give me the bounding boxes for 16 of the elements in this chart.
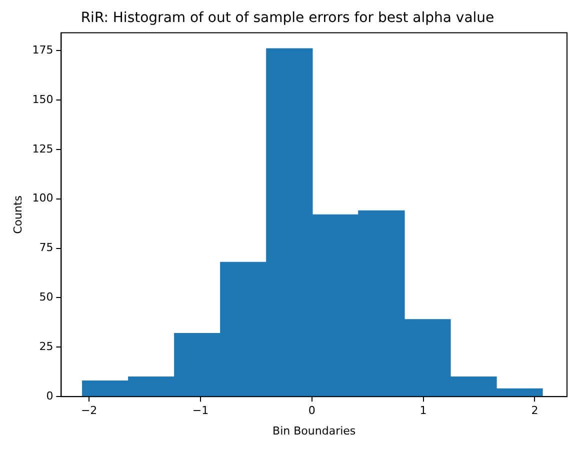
- x-axis-title: Bin Boundaries: [272, 424, 356, 438]
- x-tick-label: −2: [80, 404, 98, 418]
- y-tick-label: 125: [32, 142, 54, 156]
- chart-title: RiR: Histogram of out of sample errors for best alpha value: [80, 10, 494, 26]
- x-tick-label: −1: [192, 404, 209, 418]
- y-tick-label: 100: [32, 192, 54, 205]
- x-tick-label: 0: [308, 404, 316, 418]
- x-tick-label: 2: [531, 404, 538, 418]
- y-tick-label: 75: [39, 241, 54, 254]
- y-tick-label: 150: [32, 92, 54, 106]
- y-tick-label: 25: [39, 340, 54, 354]
- y-tick-label: 50: [39, 290, 54, 304]
- y-axis-title: Counts: [11, 195, 24, 234]
- x-tick-label: 1: [420, 404, 427, 418]
- y-tick-label: 0: [46, 389, 54, 402]
- y-tick-label: 175: [32, 43, 54, 56]
